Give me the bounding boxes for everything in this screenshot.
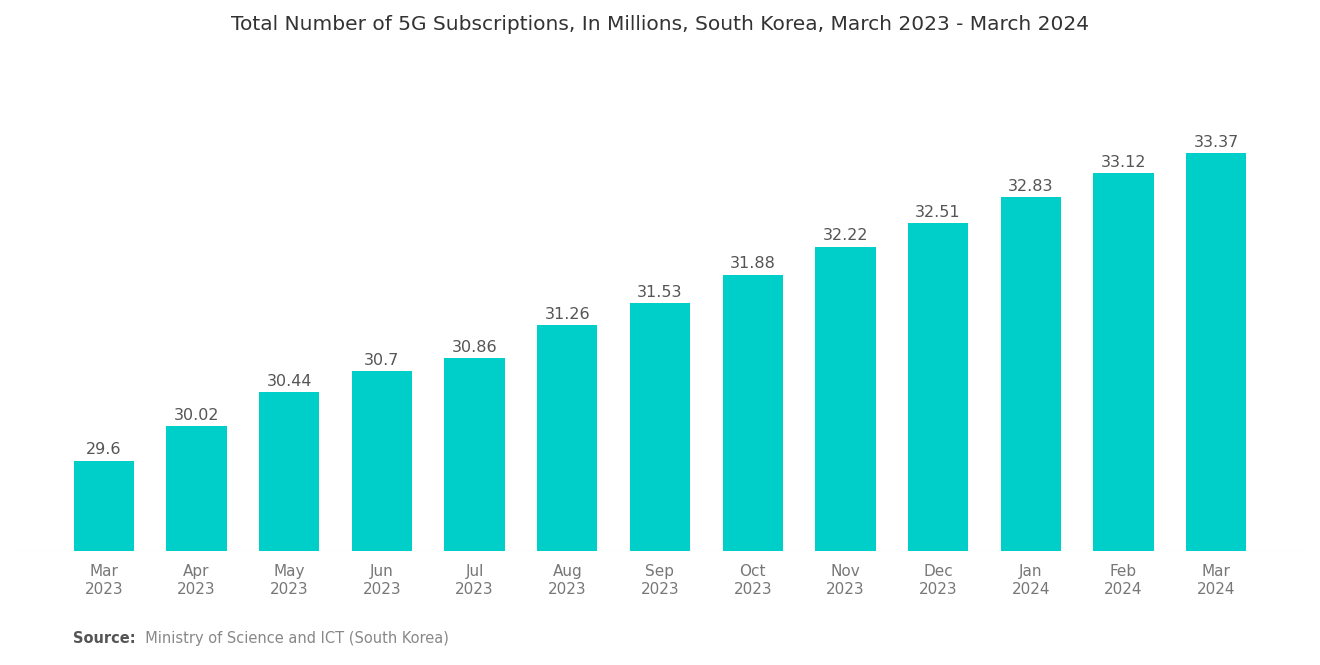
Bar xyxy=(908,223,969,551)
Text: Source:: Source: xyxy=(73,631,135,646)
Bar xyxy=(537,325,598,551)
Bar xyxy=(1187,153,1246,551)
Text: 33.37: 33.37 xyxy=(1193,134,1239,150)
Title: Total Number of 5G Subscriptions, In Millions, South Korea, March 2023 - March 2: Total Number of 5G Subscriptions, In Mil… xyxy=(231,15,1089,34)
Bar xyxy=(445,358,504,551)
Bar xyxy=(1001,197,1061,551)
Text: 32.83: 32.83 xyxy=(1008,179,1053,194)
Bar xyxy=(630,303,690,551)
Text: 30.02: 30.02 xyxy=(174,408,219,423)
Bar xyxy=(722,275,783,551)
Text: 32.22: 32.22 xyxy=(822,229,869,243)
Text: 29.6: 29.6 xyxy=(86,442,121,458)
Bar xyxy=(166,426,227,551)
Text: 32.51: 32.51 xyxy=(915,205,961,220)
Bar xyxy=(259,392,319,551)
Text: 31.88: 31.88 xyxy=(730,256,776,271)
Bar xyxy=(1093,174,1154,551)
Text: 30.86: 30.86 xyxy=(451,340,498,354)
Text: 30.44: 30.44 xyxy=(267,374,312,389)
Text: 31.26: 31.26 xyxy=(544,307,590,322)
Text: 30.7: 30.7 xyxy=(364,352,400,368)
Bar xyxy=(351,371,412,551)
Bar xyxy=(74,461,133,551)
Text: 33.12: 33.12 xyxy=(1101,155,1146,170)
Text: 31.53: 31.53 xyxy=(638,285,682,300)
Text: Ministry of Science and ICT (South Korea): Ministry of Science and ICT (South Korea… xyxy=(136,631,449,646)
Bar xyxy=(816,247,875,551)
